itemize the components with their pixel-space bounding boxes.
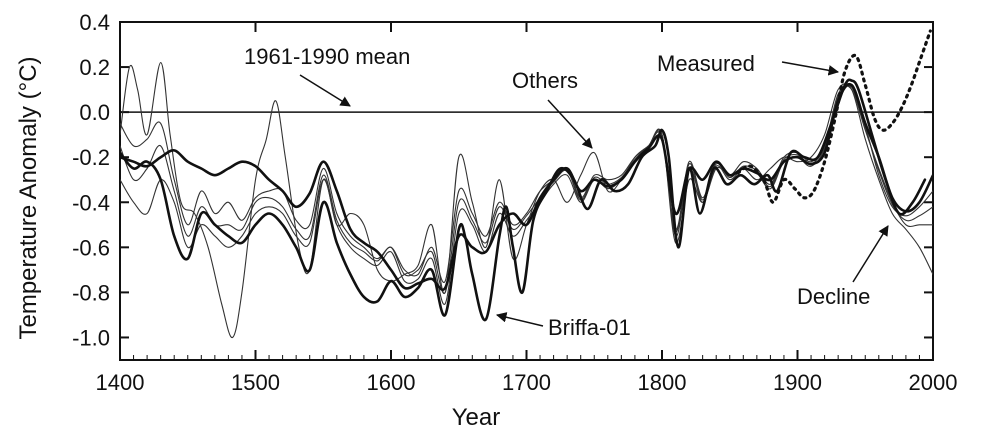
x-tick-label: 1800 bbox=[638, 370, 687, 395]
x-tick-label: 1700 bbox=[502, 370, 551, 395]
series-line-7 bbox=[120, 84, 933, 294]
annotation-measured: Measured bbox=[657, 51, 840, 76]
y-axis-title: Temperature Anomaly (°C) bbox=[15, 56, 42, 339]
annotation-briffa-01: Briffa-01 bbox=[495, 312, 631, 340]
series-layer bbox=[120, 29, 933, 339]
series-line-briffa-01 bbox=[120, 78, 927, 322]
x-axis-title: Year bbox=[452, 404, 501, 431]
annotation-arrow-decline bbox=[852, 225, 889, 283]
y-tick-label: -1.0 bbox=[72, 325, 110, 350]
x-tick-label: 2000 bbox=[909, 370, 958, 395]
annotation-others: Others bbox=[512, 68, 593, 149]
y-tick-label: -0.4 bbox=[72, 190, 110, 215]
x-tick-label: 1600 bbox=[367, 370, 416, 395]
x-axis: 1400 1500 1600 1700 1800 1900 2000 bbox=[96, 22, 958, 395]
annotation-arrow-others bbox=[547, 99, 593, 149]
y-tick-label: -0.6 bbox=[72, 235, 110, 260]
annotation-label-others: Others bbox=[512, 68, 578, 93]
series-line-3 bbox=[120, 82, 933, 291]
annotation-arrow-measured bbox=[781, 61, 840, 76]
series-line-measured bbox=[736, 29, 932, 204]
y-tick-label: 0.0 bbox=[79, 100, 110, 125]
x-tick-label: 1400 bbox=[96, 370, 145, 395]
y-tick-label: 0.4 bbox=[79, 10, 110, 35]
x-tick-label: 1500 bbox=[231, 370, 280, 395]
plot-area-frame bbox=[119, 21, 934, 361]
annotation-label-briffa-01: Briffa-01 bbox=[548, 315, 631, 340]
annotation-arrow-1961-1990-mean bbox=[299, 74, 351, 107]
annotation-label-decline: Decline bbox=[797, 284, 870, 309]
annotation-1961-1990-mean: 1961-1990 mean bbox=[244, 44, 410, 107]
y-tick-label: -0.8 bbox=[72, 280, 110, 305]
y-axis: 0.4 0.2 0.0 -0.2 -0.4 -0.6 -0.8 -1.0 bbox=[72, 10, 933, 350]
x-tick-label: 1900 bbox=[773, 370, 822, 395]
annotation-arrow-briffa-01 bbox=[495, 312, 544, 327]
y-tick-label: 0.2 bbox=[79, 55, 110, 80]
annotation-decline: Decline bbox=[797, 225, 889, 309]
annotation-label-measured: Measured bbox=[657, 51, 755, 76]
y-tick-label: -0.2 bbox=[72, 145, 110, 170]
annotation-label-1961-1990-mean: 1961-1990 mean bbox=[244, 44, 410, 69]
